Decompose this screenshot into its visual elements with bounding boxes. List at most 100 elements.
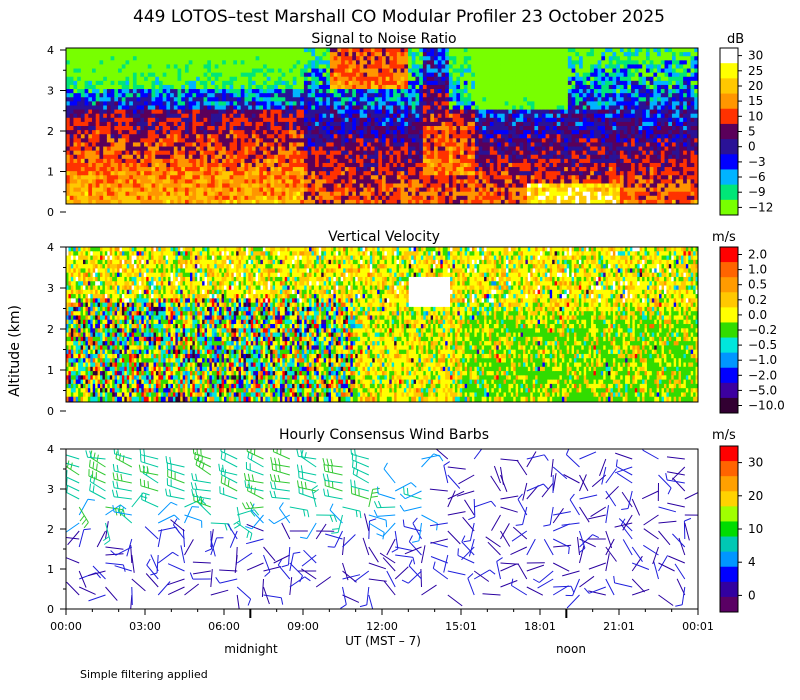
snr-cell xyxy=(229,162,234,168)
snr-cell xyxy=(463,150,469,156)
snr-cell xyxy=(389,183,394,189)
snr-cell xyxy=(526,113,532,119)
snr-cell xyxy=(519,121,524,127)
snr-cell xyxy=(333,150,338,156)
snr-cell xyxy=(210,72,216,78)
snr-cell xyxy=(281,138,286,144)
snr-cell xyxy=(277,97,283,102)
snr-cell xyxy=(162,175,167,180)
snr-cell xyxy=(129,130,134,135)
snr-cell xyxy=(355,93,361,98)
snr-cell xyxy=(523,126,528,131)
snr-cell xyxy=(337,105,342,111)
snr-cell xyxy=(118,60,123,66)
snr-cell xyxy=(188,187,193,193)
snr-cell xyxy=(411,68,417,74)
snr-cell xyxy=(240,101,246,107)
snr-cell xyxy=(292,191,298,197)
snr-cell xyxy=(136,183,141,189)
snr-cell xyxy=(486,150,491,156)
snr-cell xyxy=(452,93,457,98)
snr-cell xyxy=(545,191,550,197)
snr-cell xyxy=(166,138,171,144)
snr-cell xyxy=(512,138,517,144)
snr-cell xyxy=(445,101,450,107)
snr-cell xyxy=(322,138,327,144)
snr-cell xyxy=(129,150,134,156)
snr-cell xyxy=(147,179,153,185)
snr-cell xyxy=(274,175,279,180)
snr-cell xyxy=(155,134,160,139)
snr-cell xyxy=(411,72,417,78)
snr-cell xyxy=(419,72,424,78)
snr-cell xyxy=(500,162,506,168)
snr-cell xyxy=(84,84,89,90)
snr-cell xyxy=(207,101,212,107)
snr-cell xyxy=(66,191,71,197)
snr-cell xyxy=(300,56,305,61)
snr-cell xyxy=(526,126,532,131)
snr-cell xyxy=(207,68,212,74)
snr-cell xyxy=(99,117,104,123)
snr-cell xyxy=(222,158,227,164)
snr-cell xyxy=(493,187,498,193)
snr-cell xyxy=(121,191,127,197)
snr-cell xyxy=(545,84,550,90)
snr-cell xyxy=(210,171,216,176)
snr-cell xyxy=(355,89,361,94)
snr-cell xyxy=(359,158,365,164)
snr-cell xyxy=(530,113,536,119)
snr-cell xyxy=(106,48,112,53)
snr-cell xyxy=(382,117,387,123)
snr-cell xyxy=(177,121,182,127)
snr-cell xyxy=(251,195,257,201)
snr-cell xyxy=(281,109,286,115)
snr-cell xyxy=(385,101,391,107)
snr-cell xyxy=(541,89,547,94)
snr-cell xyxy=(382,183,387,189)
snr-cell xyxy=(240,187,246,193)
snr-cell xyxy=(147,97,153,102)
snr-cell xyxy=(192,138,197,144)
snr-cell xyxy=(92,76,97,82)
snr-cell xyxy=(408,80,413,86)
snr-cell xyxy=(95,113,101,119)
snr-cell xyxy=(266,89,272,94)
snr-cell xyxy=(411,76,417,82)
snr-cell xyxy=(210,105,216,111)
snr-cell xyxy=(233,142,238,148)
snr-cell xyxy=(337,154,342,160)
snr-cell xyxy=(415,109,420,115)
snr-cell xyxy=(374,72,379,78)
snr-cell xyxy=(103,195,108,201)
snr-cell xyxy=(422,126,428,131)
snr-cell xyxy=(173,84,179,90)
snr-cell xyxy=(489,97,495,102)
snr-cell xyxy=(184,72,190,78)
snr-cell xyxy=(207,130,212,135)
snr-cell xyxy=(367,84,372,90)
snr-cell xyxy=(463,175,469,180)
snr-cell xyxy=(84,162,89,168)
snr-cell xyxy=(508,179,513,185)
snr-cell xyxy=(296,76,301,82)
snr-cell xyxy=(385,162,391,168)
snr-cell xyxy=(88,80,93,86)
snr-cell xyxy=(512,56,517,61)
snr-cell xyxy=(422,80,428,86)
snr-cell xyxy=(512,195,517,201)
snr-cell xyxy=(181,134,186,139)
snr-cell xyxy=(103,97,108,102)
snr-cell xyxy=(463,179,469,185)
snr-cell xyxy=(519,167,524,172)
snr-cell xyxy=(452,183,457,189)
snr-cell xyxy=(393,167,398,172)
snr-cell xyxy=(289,109,294,115)
snr-cell xyxy=(192,101,197,107)
snr-cell xyxy=(497,150,502,156)
snr-cell xyxy=(184,121,190,127)
snr-cell xyxy=(259,138,264,144)
snr-cell xyxy=(158,146,164,152)
snr-cell xyxy=(311,60,316,66)
snr-cell xyxy=(515,195,521,201)
